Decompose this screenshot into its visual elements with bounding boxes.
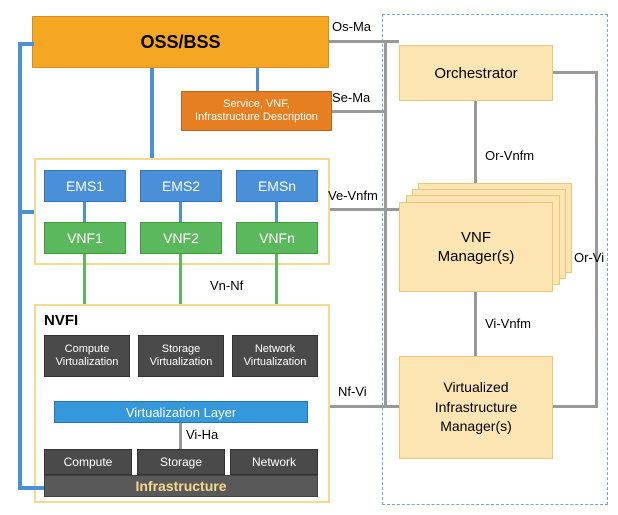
line-orvi-bot [553,405,598,408]
lbl-nfvi: Nf-Vi [338,384,367,399]
line-left-bus-vnf [18,210,34,214]
emsn-box: EMSn [236,170,318,202]
comp-virt-box: Compute Virtualization [44,335,130,377]
line-emsn-vnfn [275,202,278,222]
line-sema [332,110,384,113]
line-ems2-vnf2 [179,202,182,222]
lbl-sema: Se-Ma [332,90,370,105]
line-left-bus-top [18,42,34,46]
line-left-bus-infra [18,486,44,490]
stor-virt-box: Storage Virtualization [138,335,224,377]
lbl-vnnf: Vn-Nf [210,278,243,293]
lbl-orvnfm: Or-Vnfm [485,148,534,163]
line-vevnfm [330,208,399,211]
ossbss-box: OSS/BSS [32,16,329,68]
line-vnf1-nvfi [83,254,86,304]
net-virt-box: Network Virtualization [232,335,318,377]
line-orvnfm [474,101,477,183]
line-viha [179,423,182,449]
ems2-box: EMS2 [140,170,222,202]
svc-desc-box: Service, VNF, Infrastructure Description [181,91,332,131]
network-box: Network [230,449,318,475]
lbl-vivnfm: Vi-Vnfm [485,316,531,331]
virt-layer-box: Virtualization Layer [54,401,308,423]
vnf2-box: VNF2 [140,222,222,254]
orchestrator-box: Orchestrator [399,45,553,101]
line-vnfn-nvfi [275,254,278,304]
nvfi-label: NVFI [44,312,78,329]
line-orvi-top [553,71,598,74]
line-vivnfm [474,292,477,356]
vnfn-box: VNFn [236,222,318,254]
line-orvi-v [595,71,598,408]
line-left-bus-v [18,42,22,489]
line-ems1-vnf1 [83,202,86,222]
line-oss-svc [256,68,259,91]
infra-box: Infrastructure [44,475,318,497]
lbl-osma: Os-Ma [332,19,371,34]
line-osma [329,40,399,43]
line-nfvi [330,405,399,408]
line-sema-orch [384,40,387,408]
storage-box: Storage [137,449,225,475]
line-oss-vnfframe [150,68,154,158]
lbl-vevnfm: Ve-Vnfm [328,188,378,203]
vim-box: Virtualized Infrastructure Manager(s) [399,356,553,459]
line-vnf2-nvfi [179,254,182,304]
vnfmgr-box: VNF Manager(s) [399,202,553,292]
lbl-viha: Vi-Ha [186,427,218,442]
ems1-box: EMS1 [44,170,126,202]
compute-box: Compute [44,449,132,475]
vnf1-box: VNF1 [44,222,126,254]
lbl-orvi: Or-Vi [574,250,604,265]
